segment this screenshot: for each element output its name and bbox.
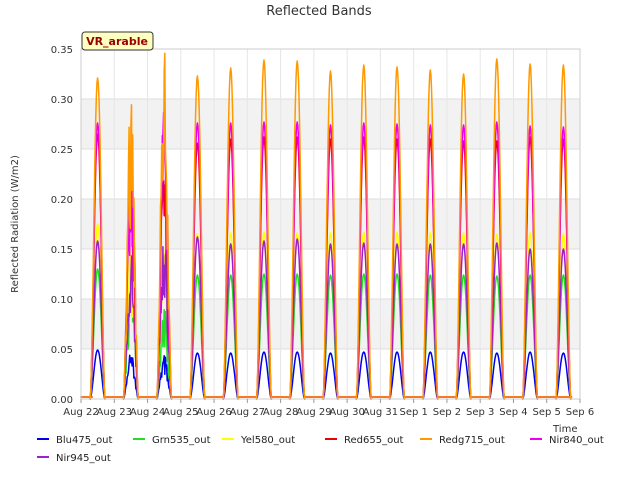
- x-tick-label: Sep 5: [533, 407, 561, 418]
- x-tick-label: Sep 4: [499, 407, 527, 418]
- y-tick-label: 0.15: [51, 245, 73, 256]
- x-tick-label: Aug 25: [163, 407, 198, 418]
- y-tick-label: 0.10: [51, 295, 73, 306]
- plot-frame: [80, 48, 581, 400]
- y-tick-label: 0.30: [51, 95, 73, 106]
- y-tick-label: 0.20: [51, 195, 73, 206]
- x-tick-label: Aug 22: [63, 407, 98, 418]
- legend-label: Red655_out: [344, 435, 404, 446]
- annotation-text: VR_arable: [86, 35, 148, 48]
- series-line-blu475-out: [80, 349, 573, 400]
- y-tick-label: 0.00: [51, 395, 73, 406]
- x-tick-label: Aug 31: [363, 407, 398, 418]
- plot-background: [81, 49, 580, 399]
- series-layer: [80, 52, 573, 400]
- annotation-background: [81, 31, 154, 51]
- legend-label: Nir840_out: [549, 435, 604, 446]
- y-axis-ticks: 0.00 0.05 0.10 0.15 0.20 0.25 0.30 0.35: [51, 45, 73, 406]
- x-tick-label: Aug 23: [97, 407, 132, 418]
- x-tick-label: Aug 30: [329, 407, 364, 418]
- series-line-nir945-out: [80, 236, 573, 400]
- x-axis-label: Time: [552, 424, 577, 435]
- x-tick-label: Sep 2: [433, 407, 461, 418]
- legend-label: Redg715_out: [439, 435, 505, 446]
- x-tick-label: Sep 1: [399, 407, 427, 418]
- plot-band: [81, 299, 580, 349]
- x-tick-label: Sep 6: [566, 407, 594, 418]
- plot-band: [81, 199, 580, 249]
- y-tick-label: 0.05: [51, 345, 73, 356]
- annotation-box: VR_arable: [81, 31, 154, 51]
- x-tick-label: Aug 27: [230, 407, 265, 418]
- legend: Blu475_out Grn535_out Yel580_out Red655_out…: [37, 435, 604, 464]
- x-tick-label: Aug 24: [130, 407, 165, 418]
- series-line-red655-out: [80, 133, 573, 400]
- x-tick-label: Aug 28: [263, 407, 298, 418]
- x-tick-label: Aug 29: [296, 407, 331, 418]
- legend-label: Blu475_out: [56, 435, 113, 446]
- legend-label: Grn535_out: [152, 435, 211, 446]
- series-line-redg715-out: [80, 52, 573, 400]
- chart-title: Reflected Bands: [266, 4, 372, 19]
- y-axis-label: Reflected Radiation (W/m2): [10, 155, 21, 293]
- legend-label: Nir945_out: [56, 453, 111, 464]
- y-tick-label: 0.25: [51, 145, 73, 156]
- x-tick-label: Aug 26: [196, 407, 231, 418]
- y-tick-label: 0.35: [51, 45, 73, 56]
- legend-label: Yel580_out: [240, 435, 295, 446]
- series-line-grn535-out: [80, 268, 573, 400]
- x-tick-label: Sep 3: [466, 407, 494, 418]
